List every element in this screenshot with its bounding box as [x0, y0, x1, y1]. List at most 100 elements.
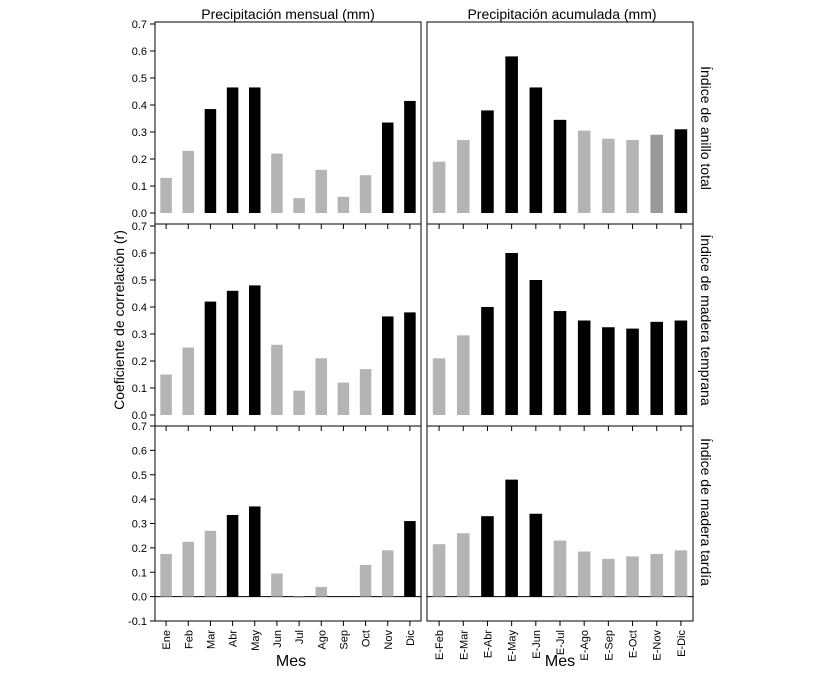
bar-mar — [204, 530, 217, 597]
panel-frame — [154, 425, 422, 622]
bar-e-may — [505, 253, 518, 415]
row-label-total: Índice de anillo total — [698, 66, 714, 190]
bar-e-jun — [529, 280, 543, 415]
bar-e-abr — [481, 110, 494, 213]
y-tick-label: 0.0 — [132, 410, 147, 422]
x-tick-label: May — [250, 630, 262, 651]
x-tick-label: Oct — [361, 630, 373, 647]
y-tick-label: 0.2 — [132, 154, 147, 166]
panel-r0-c0: 0.0 0.1 0.2 0.3 0.4 0.5 0.6 0.7 — [132, 19, 422, 229]
bar-sep — [337, 196, 350, 213]
x-axis-label-cumulative: Mes — [545, 653, 575, 670]
bar-e-may — [505, 56, 518, 214]
bar-sep — [337, 382, 350, 415]
y-tick-label: 0.2 — [132, 356, 147, 368]
x-tick-label: Jun — [272, 630, 284, 648]
x-tick-label: Mar — [205, 630, 217, 649]
bar-e-mar — [456, 533, 470, 597]
panel-r2-c0: -0.1 0.0 0.1 0.2 0.3 0.4 0.5 0.6 0.7 Ene Feb Mar Abr… — [128, 421, 422, 651]
x-tick-label: E-Nov — [652, 630, 664, 661]
x-tick-label: E-Feb — [434, 630, 446, 660]
bar-jun — [271, 153, 283, 213]
col-title-monthly: Precipitación mensual (mm) — [201, 6, 375, 22]
bar-e-ago — [577, 551, 591, 597]
y-tick-label: -0.1 — [128, 616, 147, 628]
bar-e-jul — [553, 540, 567, 597]
x-tick-label: E-Dic — [676, 630, 688, 657]
bar-may — [248, 506, 261, 597]
bar-e-abr — [481, 516, 494, 597]
bar-ago — [315, 358, 328, 415]
y-tick-label: 0.3 — [132, 127, 147, 139]
bar-e-feb — [432, 358, 446, 415]
x-tick-label: E-Mar — [458, 630, 470, 660]
bar-e-oct — [626, 556, 639, 597]
bar-abr — [226, 514, 239, 597]
bar-e-sep — [602, 327, 615, 415]
x-tick-label: Nov — [383, 630, 395, 650]
bar-e-sep — [602, 138, 615, 213]
panel-r0-c1 — [426, 21, 694, 229]
bar-e-feb — [432, 161, 446, 213]
bar-e-dic — [674, 550, 688, 597]
bar-e-jul — [553, 119, 567, 213]
x-tick-label: Feb — [183, 630, 195, 649]
x-tick-label: E-Sep — [603, 630, 615, 661]
bar-feb — [182, 347, 195, 415]
y-tick-label: 0.7 — [132, 421, 147, 433]
panel-frame — [154, 21, 422, 225]
bar-ene — [160, 374, 172, 415]
bar-dic — [404, 312, 416, 415]
bar-nov — [381, 550, 394, 597]
bar-ene — [160, 553, 172, 597]
y-tick-label: 0.3 — [132, 329, 147, 341]
y-tick-label: 0.1 — [132, 567, 147, 579]
bar-ago — [315, 169, 328, 213]
bar-e-nov — [650, 321, 664, 415]
y-tick-label: 0.4 — [132, 302, 147, 314]
y-tick-label: 0.0 — [132, 592, 147, 604]
bar-e-mar — [456, 140, 470, 213]
panels: 0.00.10.20.30.40.50.60.70.00.10.20.30.40… — [128, 19, 694, 662]
y-tick-label: 0.2 — [132, 543, 147, 555]
bar-e-mar — [456, 335, 470, 415]
y-tick-label: 0.5 — [132, 275, 147, 287]
panel-frame — [154, 223, 422, 427]
bar-e-jul — [553, 311, 567, 415]
x-axis-label-monthly: Mes — [276, 653, 306, 670]
bar-jul — [293, 198, 305, 213]
bar-e-ago — [577, 320, 591, 415]
bar-e-ago — [577, 130, 591, 213]
bar-e-abr — [481, 307, 494, 415]
bar-nov — [381, 316, 394, 415]
bar-abr — [226, 87, 239, 213]
bar-jul — [293, 596, 305, 598]
x-tick-label: E-Jul — [555, 630, 567, 655]
panel-r1-c0: 0.0 0.1 0.2 0.3 0.4 0.5 0.6 0.7 — [132, 221, 422, 431]
y-tick-label: 0.7 — [132, 221, 147, 233]
bar-dic — [404, 100, 416, 213]
bar-ene — [160, 177, 172, 213]
y-tick-label: 0.0 — [132, 208, 147, 220]
x-tick-label: E-Jun — [531, 630, 543, 659]
bar-may — [248, 285, 261, 415]
bar-may — [248, 87, 261, 213]
bar-e-oct — [626, 140, 639, 213]
bar-mar — [204, 301, 217, 415]
bar-feb — [182, 541, 195, 597]
y-tick-label: 0.6 — [132, 445, 147, 457]
bar-e-nov — [650, 134, 664, 213]
bar-jun — [271, 344, 283, 415]
x-tick-label: Ago — [316, 630, 328, 650]
x-tick-label: Dic — [405, 630, 417, 646]
y-tick-label: 0.1 — [132, 181, 147, 193]
bar-ago — [315, 586, 328, 597]
panel-r1-c1 — [426, 223, 694, 431]
y-tick-label: 0.6 — [132, 248, 147, 260]
y-tick-label: 0.6 — [132, 46, 147, 58]
bar-e-sep — [602, 558, 615, 597]
x-tick-label: Abr — [228, 630, 240, 647]
bar-e-oct — [626, 328, 639, 415]
y-tick-label: 0.7 — [132, 19, 147, 31]
